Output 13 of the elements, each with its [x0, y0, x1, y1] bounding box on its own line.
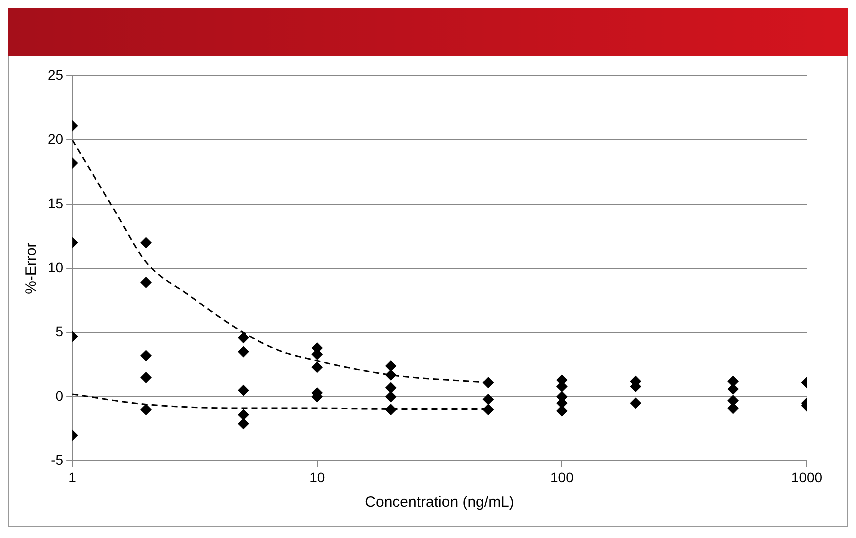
x-tick-label: 100: [550, 469, 574, 486]
y-tick-label: 5: [56, 324, 64, 340]
x-axis-title: Concentration (ng/mL): [365, 494, 514, 512]
y-tick-label: 15: [48, 195, 64, 212]
y-tick-label: -5: [51, 452, 64, 468]
y-tick-label: 10: [48, 259, 64, 276]
x-tick-label: 1: [68, 469, 77, 486]
y-axis-title: %-Error: [23, 242, 40, 294]
y-tick-label: 20: [48, 131, 64, 148]
x-tick-label: 10: [310, 469, 326, 486]
x-tick-label: 1000: [791, 469, 823, 486]
y-tick-label: 25: [48, 66, 64, 83]
y-tick-label: 0: [56, 388, 64, 404]
